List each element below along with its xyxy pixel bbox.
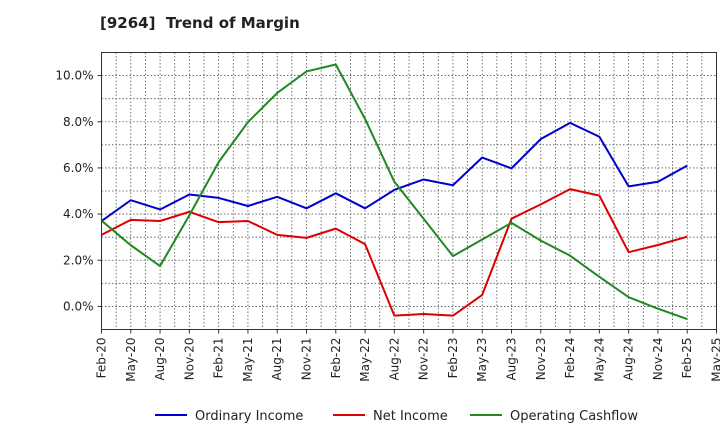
y-tick-label: 0.0% <box>63 299 94 313</box>
x-tick-label: May-22 <box>358 338 372 382</box>
ordinary-income-legend-label: Ordinary Income <box>195 409 303 424</box>
operating-cashflow-line <box>100 63 688 321</box>
y-tick-label: 6.0% <box>63 161 94 175</box>
x-tick-label: May-24 <box>592 338 606 382</box>
x-tick-label: May-23 <box>475 338 489 382</box>
x-tick-label: Feb-22 <box>329 338 343 379</box>
x-tick-label: Nov-21 <box>300 338 314 381</box>
gridlines <box>101 52 717 330</box>
x-tick-label: Nov-20 <box>182 338 196 381</box>
x-tick-label: Aug-23 <box>505 338 519 381</box>
x-tick-label: Feb-21 <box>212 338 226 379</box>
x-tick-label: Nov-24 <box>651 338 665 381</box>
net-income-line <box>101 188 688 317</box>
x-tick-label: Feb-24 <box>563 338 577 379</box>
net-income-legend-label: Net Income <box>373 409 448 424</box>
x-tick-label: Aug-22 <box>387 338 401 381</box>
x-tick-label: Feb-23 <box>446 338 460 379</box>
x-tick-label: May-21 <box>241 338 255 382</box>
x-tick-label: May-20 <box>124 338 138 382</box>
plot-frame <box>101 52 717 330</box>
x-axis-ticks: Feb-20 May-20 Aug-20 Nov-20 Feb-21 May-21 Aug-… <box>95 329 720 382</box>
x-tick-label: Aug-24 <box>622 338 636 381</box>
series-lines <box>100 63 688 321</box>
x-tick-label: Feb-25 <box>680 338 694 379</box>
x-tick-label: Nov-23 <box>534 338 548 381</box>
y-tick-label: 2.0% <box>63 253 94 267</box>
y-axis-ticks: 10.0% 8.0% 6.0% 4.0% 2.0% 0.0% <box>55 69 102 313</box>
y-tick-label: 8.0% <box>63 115 94 129</box>
chart-title: [9264] Trend of Margin <box>100 14 300 32</box>
x-tick-label: Aug-20 <box>153 338 167 381</box>
operating-cashflow-legend-label: Operating Cashflow <box>510 409 638 424</box>
x-tick-label: Aug-21 <box>270 338 284 381</box>
x-tick-label: May-25 <box>710 338 720 382</box>
legend: Ordinary Income Net Income Operating Cashf… <box>155 409 638 424</box>
y-tick-label: 4.0% <box>63 207 94 221</box>
x-tick-label: Nov-22 <box>417 338 431 381</box>
x-tick-label: Feb-20 <box>95 338 109 379</box>
y-tick-label: 10.0% <box>55 69 93 83</box>
